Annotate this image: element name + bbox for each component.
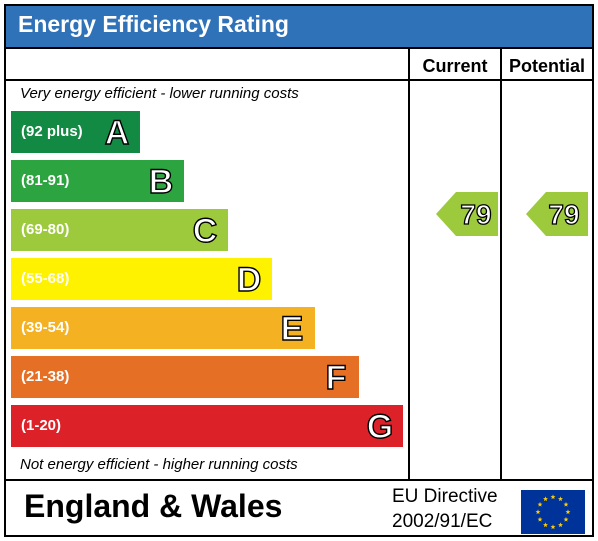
- band-a: (92 plus) A: [11, 111, 140, 153]
- current-rating-arrow: 79: [436, 192, 498, 236]
- eu-directive-line1: EU Directive: [392, 486, 498, 507]
- eu-star-icon: [543, 496, 548, 502]
- band-letter: E: [280, 309, 304, 348]
- eu-star-icon: [565, 509, 571, 515]
- band-d: (55-68) D: [11, 258, 272, 300]
- efficient-note: Very energy efficient - lower running co…: [20, 85, 299, 102]
- band-letter: A: [104, 113, 130, 152]
- band-letter-text: D: [237, 261, 262, 299]
- band-f: (21-38) F: [11, 356, 359, 398]
- band-letter: B: [148, 162, 174, 201]
- region-title: England & Wales: [24, 488, 283, 524]
- band-letter-text: E: [281, 310, 304, 348]
- band-range: (1-20): [21, 417, 62, 434]
- eu-star-icon: [563, 501, 569, 507]
- eu-directive-text: EU Directive 2002/91/EC: [392, 484, 518, 534]
- eu-star-icon: [550, 524, 556, 530]
- inefficient-note: Not energy efficient - higher running co…: [20, 456, 298, 473]
- eu-star-icon: [550, 494, 556, 500]
- band-letter: C: [192, 211, 218, 250]
- eu-directive-line2: 2002/91/EC: [392, 511, 493, 532]
- band-range: (39-54): [21, 319, 70, 336]
- band-range: (69-80): [21, 221, 70, 238]
- band-letter-text: G: [367, 408, 393, 446]
- eu-star-icon: [558, 496, 563, 502]
- eu-star-icon: [563, 516, 569, 522]
- eu-star-icon: [535, 509, 541, 515]
- potential-column-header: Potential: [508, 56, 585, 76]
- band-c: (69-80) C: [11, 209, 228, 251]
- band-b: (81-91) B: [11, 160, 184, 202]
- current-column-header: Current: [422, 56, 488, 76]
- epc-chart: Energy Efficiency Rating Current Potenti…: [4, 4, 594, 537]
- band-e: (39-54) E: [11, 307, 315, 349]
- eu-flag-icon: [521, 490, 585, 534]
- band-range: (81-91): [21, 172, 70, 189]
- band-letter-text: C: [193, 212, 218, 250]
- potential-column-divider: [500, 49, 502, 481]
- band-letter-text: A: [105, 114, 130, 152]
- potential-rating-value: 79: [548, 199, 579, 230]
- potential-rating-arrow: 79: [526, 192, 588, 236]
- current-rating-value: 79: [460, 199, 491, 230]
- footer-divider: [6, 479, 592, 481]
- band-range: (55-68): [21, 270, 70, 287]
- header-divider: [6, 79, 592, 81]
- band-letter: G: [366, 407, 394, 446]
- eu-star-icon: [537, 516, 543, 522]
- band-letter-text: B: [149, 163, 174, 201]
- band-letter: D: [236, 260, 262, 299]
- eu-star-icon: [543, 522, 548, 528]
- band-g: (1-20) G: [11, 405, 403, 447]
- band-range: (92 plus): [21, 123, 83, 140]
- band-letter: F: [325, 358, 347, 397]
- eu-star-icon: [558, 522, 563, 528]
- chart-title: Energy Efficiency Rating: [6, 6, 592, 49]
- band-range: (21-38): [21, 368, 70, 385]
- band-letter-text: F: [326, 359, 347, 397]
- current-column-divider: [408, 49, 410, 481]
- eu-star-icon: [537, 501, 543, 507]
